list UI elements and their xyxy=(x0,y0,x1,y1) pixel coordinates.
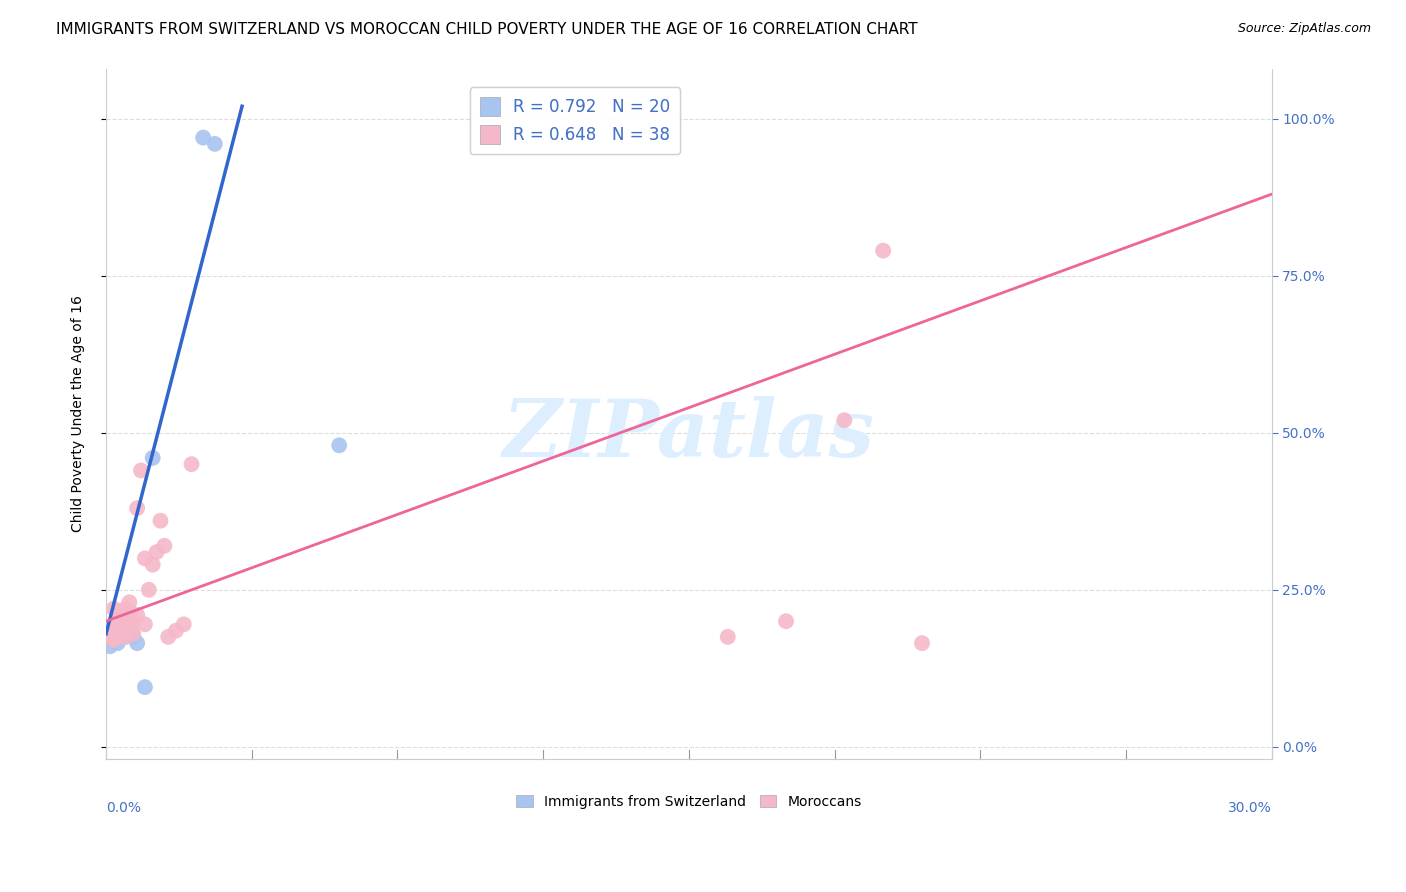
Point xyxy=(911,636,934,650)
Point xyxy=(110,614,132,628)
Point xyxy=(103,620,125,634)
Point xyxy=(107,636,129,650)
Point xyxy=(114,624,136,638)
Point xyxy=(107,630,129,644)
Point xyxy=(834,413,856,427)
Point xyxy=(118,624,141,638)
Point xyxy=(98,624,121,638)
Point xyxy=(103,633,125,648)
Point xyxy=(110,626,132,640)
Point xyxy=(145,545,167,559)
Text: Source: ZipAtlas.com: Source: ZipAtlas.com xyxy=(1237,22,1371,36)
Point xyxy=(872,244,894,258)
Point xyxy=(98,630,121,644)
Point xyxy=(134,680,156,694)
Point xyxy=(775,614,797,628)
Point xyxy=(328,438,350,452)
Point xyxy=(110,617,132,632)
Point xyxy=(118,607,141,622)
Point xyxy=(127,607,149,622)
Point xyxy=(134,551,156,566)
Point xyxy=(103,617,125,632)
Point xyxy=(127,501,149,516)
Point xyxy=(118,595,141,609)
Point xyxy=(165,624,187,638)
Point xyxy=(138,582,160,597)
Point xyxy=(142,558,165,572)
Point xyxy=(180,457,202,471)
Point xyxy=(114,630,136,644)
Point xyxy=(122,626,145,640)
Point xyxy=(122,614,145,628)
Point xyxy=(98,630,121,644)
Point xyxy=(173,617,195,632)
Point xyxy=(134,617,156,632)
Text: 0.0%: 0.0% xyxy=(105,801,141,814)
Point xyxy=(103,601,125,615)
Y-axis label: Child Poverty Under the Age of 16: Child Poverty Under the Age of 16 xyxy=(72,295,86,533)
Point xyxy=(142,450,165,465)
Point xyxy=(118,605,141,619)
Text: IMMIGRANTS FROM SWITZERLAND VS MOROCCAN CHILD POVERTY UNDER THE AGE OF 16 CORREL: IMMIGRANTS FROM SWITZERLAND VS MOROCCAN … xyxy=(56,22,918,37)
Point xyxy=(149,514,172,528)
Point xyxy=(107,605,129,619)
Point xyxy=(103,633,125,648)
Point xyxy=(107,630,129,644)
Point xyxy=(157,630,180,644)
Text: 30.0%: 30.0% xyxy=(1227,801,1271,814)
Point xyxy=(107,617,129,632)
Point xyxy=(114,630,136,644)
Point xyxy=(110,605,132,619)
Point xyxy=(98,640,121,654)
Legend: R = 0.792   N = 20, R = 0.648   N = 38: R = 0.792 N = 20, R = 0.648 N = 38 xyxy=(470,87,681,154)
Point xyxy=(193,130,215,145)
Point xyxy=(122,630,145,644)
Point xyxy=(118,617,141,632)
Point xyxy=(107,614,129,628)
Point xyxy=(717,630,740,644)
Point xyxy=(114,614,136,628)
Point xyxy=(127,636,149,650)
Text: ZIPatlas: ZIPatlas xyxy=(503,396,875,474)
Point xyxy=(114,601,136,615)
Point xyxy=(153,539,176,553)
Point xyxy=(204,136,226,151)
Point xyxy=(110,626,132,640)
Point xyxy=(129,463,152,477)
